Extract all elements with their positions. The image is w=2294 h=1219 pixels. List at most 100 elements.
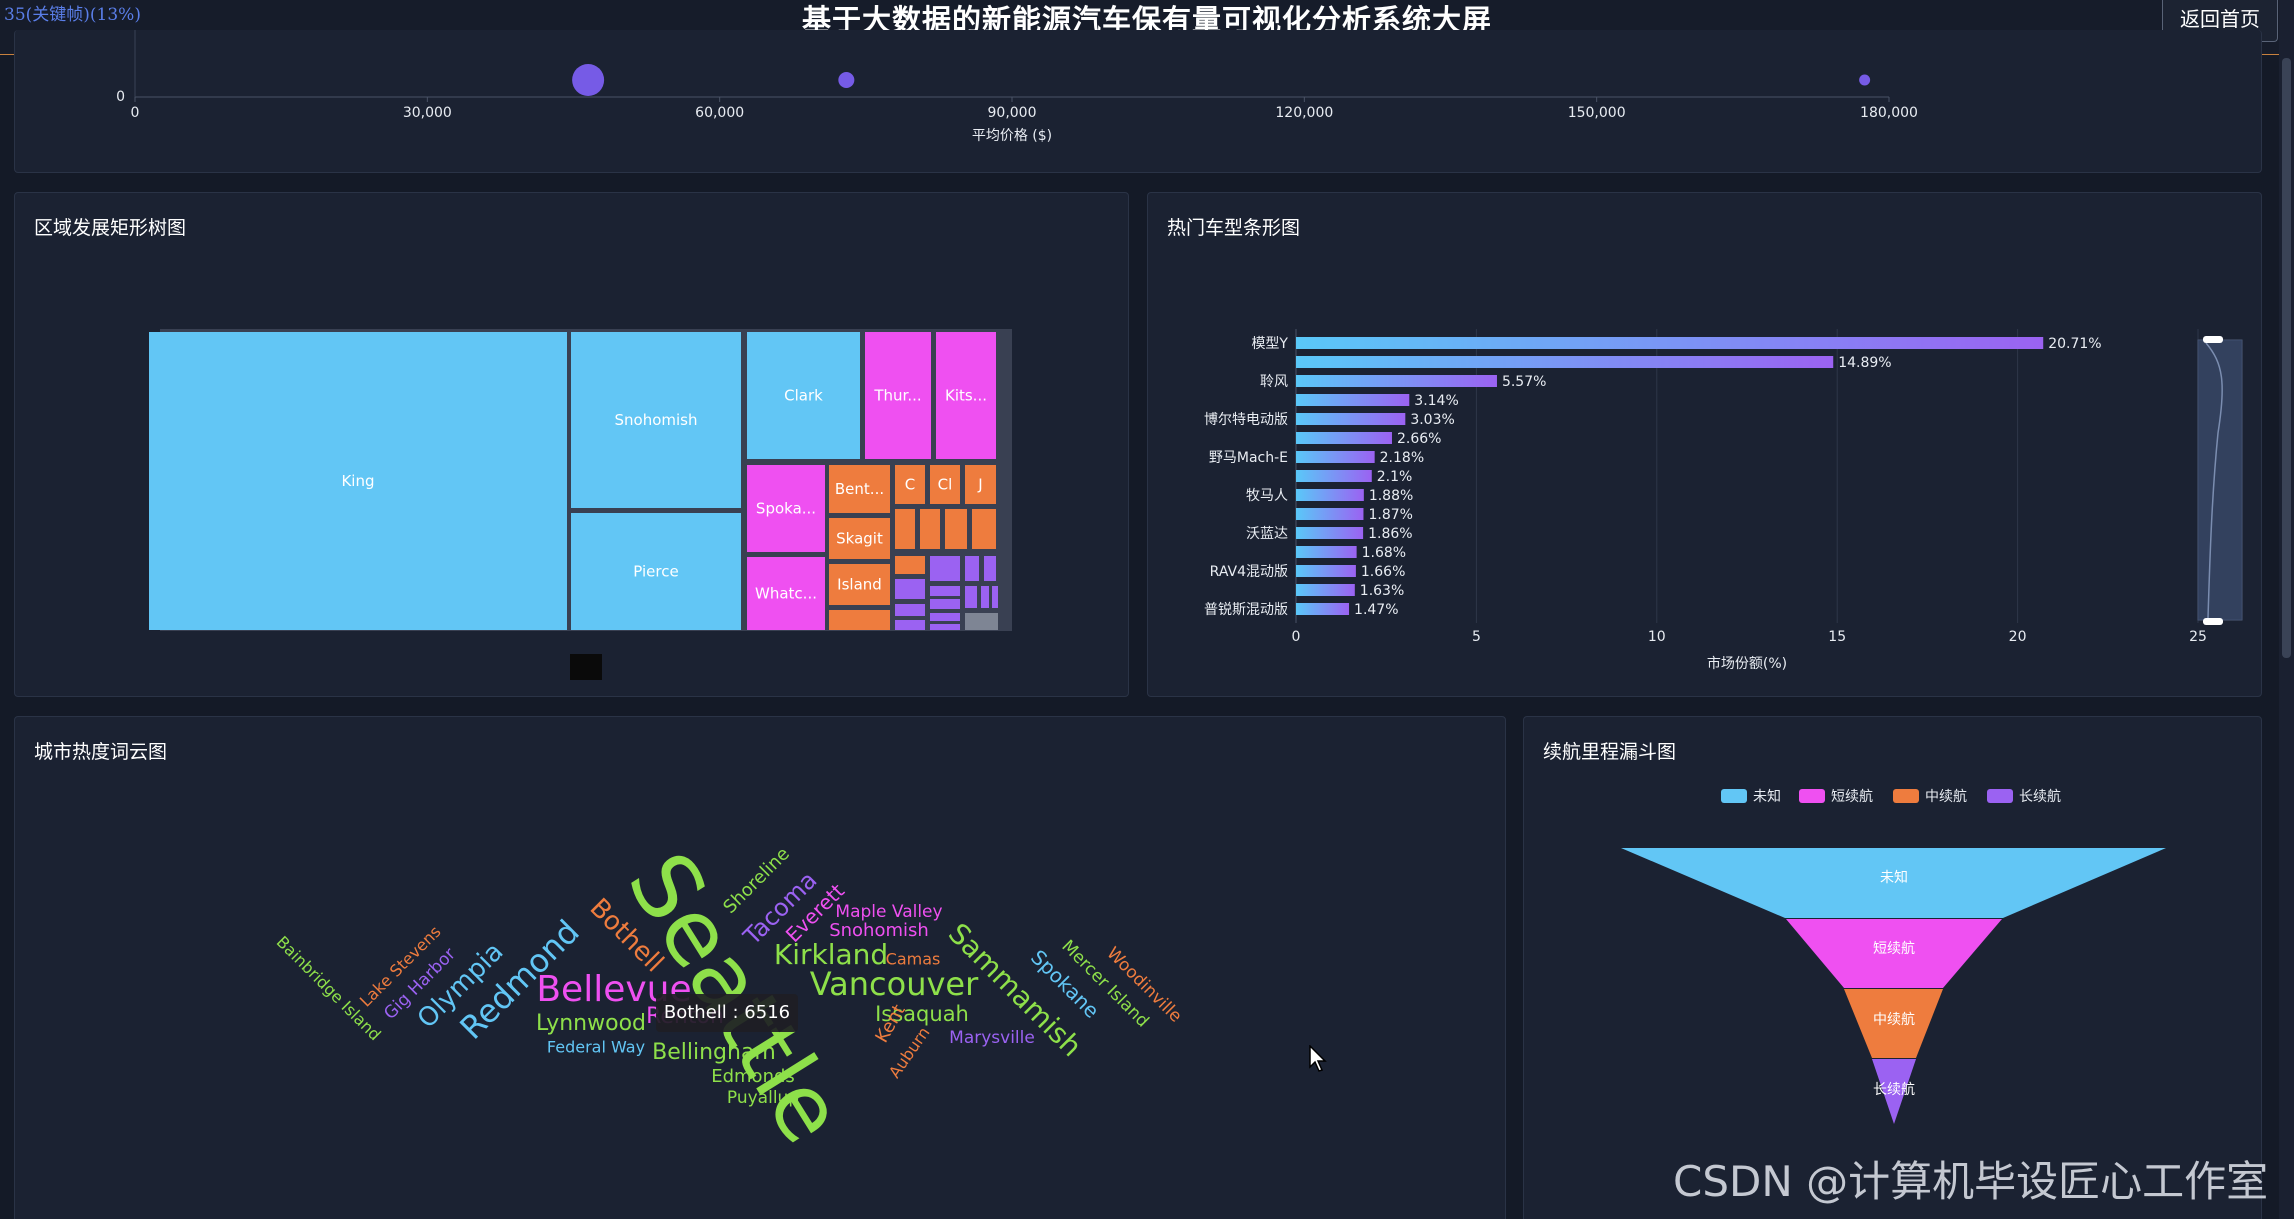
treemap-node[interactable] — [865, 332, 931, 459]
treemap-breadcrumb[interactable] — [570, 654, 602, 680]
funnel-legend-label[interactable]: 中续航 — [1925, 788, 1967, 805]
funnel-legend-label[interactable]: 短续航 — [1831, 788, 1873, 805]
wordcloud-word[interactable]: Bellingham — [652, 1040, 776, 1065]
treemap-small-node[interactable] — [965, 586, 977, 608]
funnel-stage[interactable] — [1872, 1059, 1916, 1124]
bar-mark[interactable] — [1296, 413, 1406, 425]
treemap-small-node[interactable] — [981, 586, 989, 608]
wordcloud-word[interactable]: Kirkland — [774, 938, 888, 971]
bar-zoom-window[interactable] — [2198, 340, 2242, 620]
funnel-legend-swatch[interactable] — [1799, 789, 1825, 803]
funnel-legend-swatch[interactable] — [1721, 789, 1747, 803]
treemap-small-node[interactable] — [930, 556, 960, 581]
bar-mark[interactable] — [1296, 489, 1364, 501]
funnel-stage[interactable] — [1786, 919, 2002, 988]
treemap-node-label: Whatc... — [755, 585, 817, 603]
treemap-small-node[interactable] — [930, 624, 960, 630]
treemap-small-node[interactable] — [930, 586, 960, 596]
treemap-small-node[interactable] — [965, 556, 979, 581]
treemap-small-node[interactable] — [965, 613, 998, 630]
csdn-watermark: CSDN @计算机毕设匠心工作室 — [1673, 1157, 2269, 1206]
treemap-node[interactable] — [829, 564, 890, 605]
treemap-small-node[interactable] — [895, 604, 925, 616]
treemap-node[interactable] — [829, 518, 890, 559]
funnel-legend-label[interactable]: 长续航 — [2019, 788, 2061, 805]
bar-mark[interactable] — [1296, 394, 1410, 406]
wordcloud-word[interactable]: Edmonds — [711, 1066, 795, 1087]
bar-mark[interactable] — [1296, 470, 1372, 482]
funnel-stage[interactable] — [1621, 848, 2166, 918]
bar-mark[interactable] — [1296, 565, 1356, 577]
bar-data-label: 1.88% — [1369, 488, 1413, 504]
bar-zoom-handle-bottom[interactable] — [2203, 618, 2223, 625]
bar-mark[interactable] — [1296, 508, 1364, 520]
bar-zoom-handle-top[interactable] — [2203, 336, 2223, 343]
treemap-small-node[interactable] — [895, 509, 915, 549]
treemap-title: 区域发展矩形树图 — [34, 217, 187, 239]
treemap-node-label: Kits... — [945, 387, 987, 405]
treemap-small-node[interactable] — [829, 610, 890, 630]
bar-mark[interactable] — [1296, 375, 1497, 387]
bar-data-label: 3.14% — [1414, 393, 1458, 409]
wordcloud-word[interactable]: Issaquah — [875, 1002, 969, 1026]
wordcloud-word[interactable]: Vancouver — [810, 965, 979, 1003]
treemap-small-node[interactable] — [992, 586, 998, 608]
wordcloud-word[interactable]: Marysville — [949, 1028, 1035, 1048]
bar-category-label: 博尔特电动版 — [1204, 411, 1288, 428]
treemap-node[interactable] — [895, 465, 925, 504]
bar-mark[interactable] — [1296, 584, 1355, 596]
treemap-small-node[interactable] — [972, 509, 996, 549]
treemap-node[interactable] — [571, 513, 741, 630]
scatter-x-tick-label: 120,000 — [1275, 105, 1333, 121]
wordcloud-word[interactable]: Snohomish — [829, 920, 929, 941]
bar-mark[interactable] — [1296, 527, 1364, 539]
treemap-small-node[interactable] — [895, 579, 925, 599]
treemap-small-node[interactable] — [930, 613, 960, 621]
page-scrollbar-thumb[interactable] — [2282, 58, 2291, 658]
scatter-point[interactable] — [572, 64, 605, 96]
treemap-small-node[interactable] — [920, 509, 940, 549]
bar-category-label: RAV4混动版 — [1210, 564, 1288, 580]
bar-data-label: 1.66% — [1361, 564, 1405, 580]
scatter-point[interactable] — [838, 72, 855, 88]
treemap-node[interactable] — [930, 465, 960, 504]
wordcloud-word[interactable]: Lynnwood — [536, 1011, 646, 1036]
funnel-stage[interactable] — [1844, 989, 1943, 1058]
treemap-small-node[interactable] — [895, 556, 925, 574]
bar-mark[interactable] — [1296, 451, 1375, 463]
bar-mark[interactable] — [1296, 356, 1834, 368]
treemap-node[interactable] — [965, 465, 996, 504]
bar-mark[interactable] — [1296, 337, 2044, 349]
scatter-point[interactable] — [1859, 74, 1871, 86]
city-wordcloud-chart: SeattleBellevueRedmondVancouverKirklandS… — [273, 835, 1186, 1161]
bar-mark[interactable] — [1296, 603, 1350, 615]
bar-mark[interactable] — [1296, 546, 1357, 558]
region-treemap-panel: 区域发展矩形树图 King Snohomish Pierce Clark Thur...… — [14, 192, 1129, 697]
treemap-small-node[interactable] — [945, 509, 967, 549]
treemap-small-node[interactable] — [895, 620, 925, 630]
treemap-node[interactable] — [747, 332, 860, 459]
funnel-legend-label[interactable]: 未知 — [1753, 788, 1781, 805]
hot-models-bar-panel: 热门车型条形图 0 5 10 15 20 25 市场份额(%) 20.71% 模型Y 14.89%… — [1147, 192, 2262, 697]
wordcloud-word[interactable]: Federal Way — [547, 1038, 645, 1057]
funnel-legend-swatch[interactable] — [1987, 789, 2013, 803]
treemap-node[interactable] — [149, 332, 567, 630]
bar-x-tick-label: 25 — [2189, 629, 2207, 645]
wordcloud-word[interactable]: Maple Valley — [835, 902, 942, 922]
city-wordcloud-panel: 城市热度词云图 SeattleBellevueRedmondVancouverK… — [14, 716, 1506, 1219]
funnel-legend-swatch[interactable] — [1893, 789, 1919, 803]
treemap-node[interactable] — [747, 557, 825, 630]
funnel-stage-label: 未知 — [1880, 869, 1908, 886]
treemap-node[interactable] — [571, 332, 741, 508]
bar-x-tick-label: 15 — [1828, 629, 1846, 645]
wordcloud-word[interactable]: Puyallup — [727, 1088, 799, 1108]
treemap-small-node[interactable] — [984, 556, 996, 581]
treemap-small-node[interactable] — [930, 599, 960, 609]
wordcloud-word[interactable]: Camas — [886, 950, 941, 969]
bar-mark[interactable] — [1296, 432, 1392, 444]
treemap-node[interactable] — [747, 465, 825, 552]
treemap-node[interactable] — [829, 465, 890, 513]
price-scatter-chart: 0 30,000 60,000 90,000 120,000 150,000 180,000… — [116, 30, 1918, 144]
treemap-node[interactable] — [936, 332, 996, 459]
